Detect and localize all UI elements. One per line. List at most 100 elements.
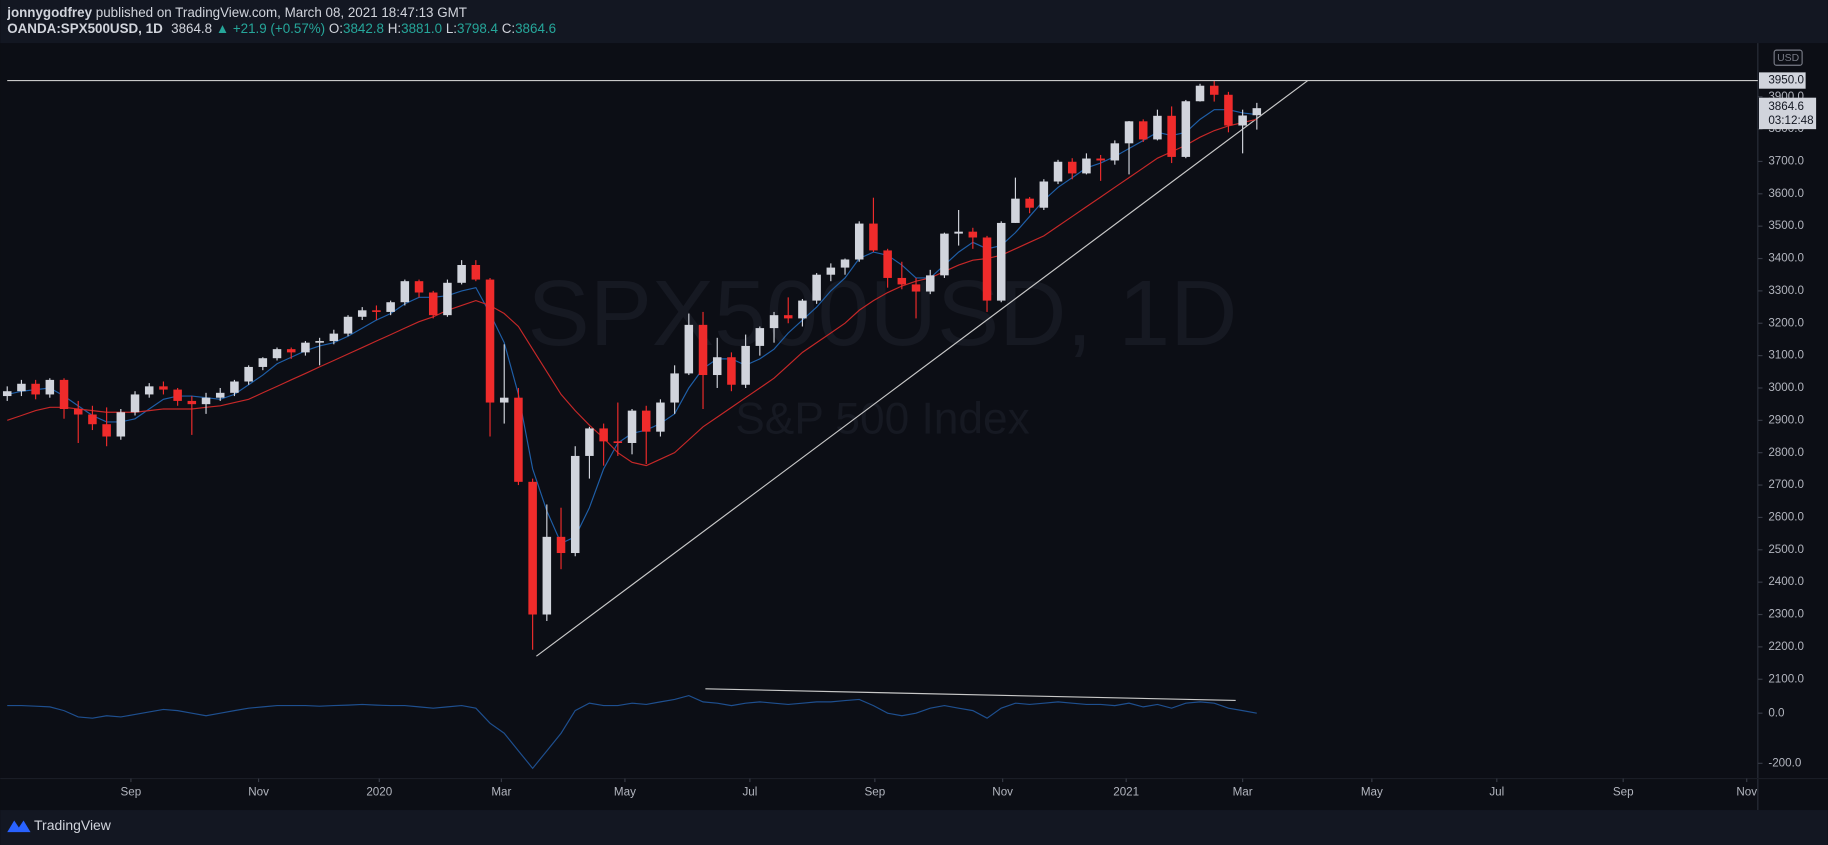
candle-body [755, 328, 765, 346]
candle-body [357, 310, 367, 317]
candle-body [116, 412, 126, 437]
candle-body [798, 300, 807, 319]
o-label: O: [329, 21, 343, 36]
last-price-box [1759, 97, 1817, 130]
y-tick-label: 3700.0 [1768, 155, 1804, 168]
moving-average [7, 118, 1257, 467]
candle-body [812, 274, 821, 301]
candle-body [1096, 158, 1105, 161]
candle-body [1181, 101, 1191, 157]
y-tick-label: 3100.0 [1768, 349, 1804, 362]
l-label: L: [446, 21, 457, 36]
x-tick-label: Jul [1489, 786, 1504, 799]
y-tick-label: 2700.0 [1768, 478, 1804, 491]
candle-body [656, 402, 665, 432]
candle-body [244, 366, 253, 382]
candle-body [613, 441, 623, 443]
x-tick-label: Mar [491, 786, 511, 799]
candle-body [854, 223, 864, 260]
last-price: 3864.6 [1768, 100, 1804, 113]
candle-body [528, 481, 537, 615]
x-tick-label: Sep [864, 786, 885, 799]
tradingview-logo: TradingView [7, 817, 112, 833]
candle-body [45, 379, 55, 395]
brand: TradingView [34, 817, 112, 833]
trend-line [536, 79, 1309, 657]
candle-body [17, 383, 26, 392]
candle-body [414, 281, 424, 293]
currency-box [1773, 49, 1803, 66]
candle-body [940, 233, 949, 276]
candle-body [1067, 161, 1077, 174]
y-tick-label: 3600.0 [1768, 187, 1804, 200]
candle-body [2, 391, 12, 397]
y-tick-label: 2600.0 [1768, 511, 1804, 524]
candle-body [826, 267, 836, 275]
candle-body [641, 410, 651, 432]
currency: USD [1777, 53, 1800, 64]
y-tick-label: 3000.0 [1768, 381, 1804, 394]
symbol: OANDA:SPX500USD, 1D [7, 21, 163, 36]
h-value: 3881.0 [401, 21, 442, 36]
candle-body [73, 409, 83, 415]
candle-body [258, 358, 268, 367]
candle-body [1110, 143, 1120, 161]
candle-body [684, 324, 694, 374]
price: 3864.8 [171, 21, 212, 36]
candle-body [911, 284, 921, 292]
candle-body [883, 250, 892, 278]
candle-body [315, 341, 324, 343]
x-tick-label: Nov [992, 786, 1013, 799]
candle-body [1238, 115, 1247, 126]
y-tick-label: 3200.0 [1768, 316, 1804, 329]
x-tick-label: 2020 [366, 786, 392, 799]
y-tick-label: 2200.0 [1768, 640, 1804, 653]
candle-body [443, 282, 452, 316]
candle-body [840, 259, 850, 268]
candle-body [1124, 121, 1134, 144]
y2-tick-label: -200.0 [1768, 756, 1802, 769]
candle-body [542, 536, 552, 615]
candle-body [144, 386, 154, 395]
plot: 2100.0 2200.0 2300.0 2400.0 2500.0 2600.0 2700… [2, 72, 1817, 799]
candle-body [741, 345, 750, 385]
candle-body [343, 316, 353, 334]
x-tick-label: Mar [1233, 786, 1253, 799]
countdown: 03:12:48 [1768, 114, 1813, 127]
y-tick-label: 3400.0 [1768, 252, 1804, 265]
candle-body [1195, 85, 1205, 102]
candle-body [428, 292, 438, 316]
level-label: 3950.0 [1768, 74, 1804, 87]
candle-body [471, 264, 481, 280]
l-value: 3798.4 [457, 21, 499, 36]
footer-bar [0, 810, 1828, 845]
candle-body [783, 315, 793, 319]
x-tick-label: May [614, 786, 636, 799]
candle-body [570, 455, 580, 554]
x-tick-label: 2021 [1113, 786, 1139, 799]
y-tick-label: 2500.0 [1768, 543, 1804, 556]
candle-body [1053, 161, 1063, 182]
candle-body [386, 302, 395, 312]
candle-body [1011, 198, 1020, 223]
candle-body [301, 342, 310, 353]
candle-body [485, 279, 495, 403]
oscillator-line [7, 694, 1257, 770]
published: published on TradingView.com, March 08, … [96, 4, 467, 19]
candle-body [1138, 121, 1148, 140]
change: ▲ +21.9 (+0.57%) [216, 21, 325, 36]
candle-body [272, 349, 282, 359]
candle-body [59, 379, 69, 410]
y2-tick-label: 0.0 [1768, 706, 1785, 719]
candle-body [869, 223, 878, 251]
x-tick-label: Nov [248, 786, 269, 799]
watermark-subtitle: S&P 500 Index [735, 395, 1030, 444]
y-tick-label: 2400.0 [1768, 575, 1804, 588]
y-tick-label: 3500.0 [1768, 219, 1804, 232]
candle-body [897, 277, 907, 285]
candle-body [698, 324, 708, 376]
candle-body [556, 536, 566, 554]
author: jonnygodfrey [6, 4, 92, 19]
